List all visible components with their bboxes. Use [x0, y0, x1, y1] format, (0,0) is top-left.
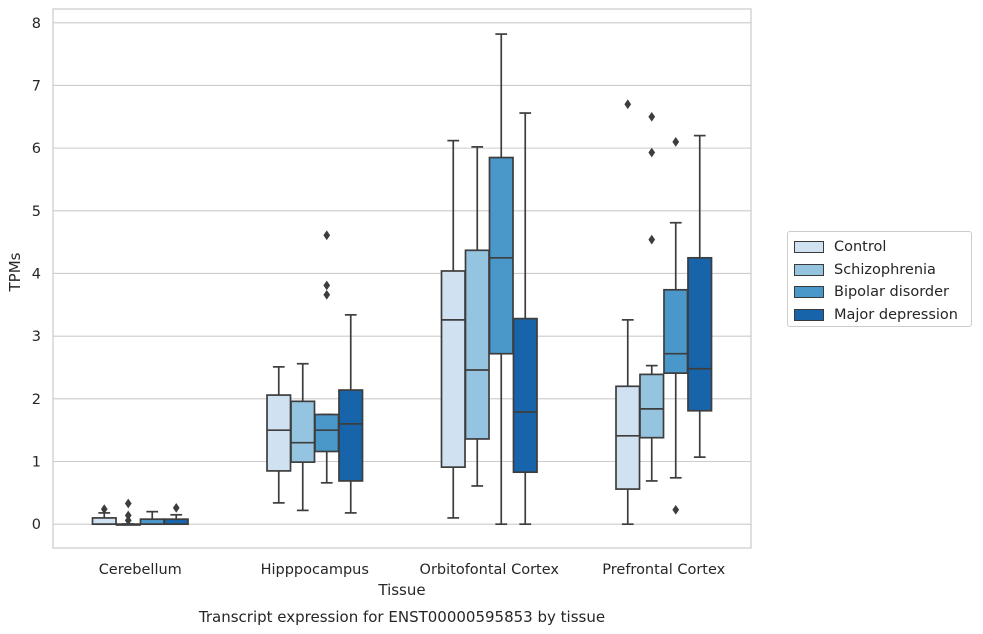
control-prefrontal-cortex-outlier-point — [624, 99, 632, 110]
schizophrenia-orbitofontal-cortex-box — [464, 249, 490, 440]
chart-title: Transcript expression for ENST0000059585… — [198, 608, 605, 626]
y-tick-labels: 0 1 2 3 4 5 6 7 8 — [32, 16, 41, 533]
x-tick-label: Prefrontal Cortex — [602, 562, 725, 578]
major-depression-hipppocampus-box — [338, 389, 364, 482]
schizophrenia-cerebellum-outlier-point — [124, 510, 132, 521]
schizophrenia-cerebellum-outlier-point — [124, 498, 132, 509]
legend-swatch-control — [794, 241, 824, 254]
legend-item-major-depression: Major depression — [792, 304, 971, 327]
bipolar-disorder-orbitofontal-cortex-box — [488, 156, 514, 355]
y-tick-label: 5 — [32, 204, 41, 220]
bipolar-disorder-prefrontal-cortex-box — [663, 288, 689, 374]
plot-background — [53, 9, 751, 548]
legend-label-schizophrenia: Schizophrenia — [834, 261, 936, 278]
y-tick-label: 3 — [32, 329, 41, 345]
bipolar-disorder-prefrontal-cortex-outlier-point — [672, 137, 680, 147]
legend-label-control: Control — [834, 239, 887, 256]
schizophrenia-cerebellum-outlier-point — [124, 515, 132, 526]
bipolar-disorder-prefrontal-cortex-outlier-point — [672, 504, 680, 515]
box-series-group — [91, 33, 713, 526]
y-tick-label: 7 — [32, 78, 41, 94]
y-tick-label: 2 — [32, 392, 41, 408]
plot-frame — [52, 8, 752, 549]
x-tick-label: Hipppocampus — [261, 562, 369, 578]
legend-item-schizophrenia: Schizophrenia — [792, 259, 971, 282]
y-tick-label: 8 — [32, 16, 41, 32]
control-cerebellum-box — [91, 517, 117, 526]
y-tick-label: 1 — [32, 455, 41, 471]
legend-item-control: Control — [792, 236, 971, 259]
x-tick-label: Cerebellum — [99, 562, 182, 578]
bipolar-disorder-hipppocampus-outlier-point — [323, 230, 331, 241]
y-tick-label: 6 — [32, 141, 41, 157]
control-hipppocampus-box — [266, 394, 292, 472]
legend-swatch-major-depression — [794, 308, 824, 321]
x-tick-labels: Cerebellum Hipppocampus Orbitofontal Corte… — [99, 562, 726, 578]
y-axis-label: TPMs — [6, 252, 24, 292]
schizophrenia-prefrontal-cortex-box — [639, 373, 665, 439]
legend-item-bipolar-disorder: Bipolar disorder — [792, 281, 971, 304]
legend-label-bipolar-disorder: Bipolar disorder — [834, 284, 949, 301]
y-tick-label: 0 — [32, 517, 41, 533]
control-prefrontal-cortex-box — [615, 385, 641, 490]
bipolar-disorder-hipppocampus-outlier-point — [323, 289, 331, 300]
schizophrenia-prefrontal-cortex-outlier-point — [648, 147, 656, 158]
y-tick-label: 4 — [32, 266, 41, 282]
legend-label-major-depression: Major depression — [834, 306, 958, 323]
schizophrenia-prefrontal-cortex-outlier-point — [648, 111, 656, 122]
major-depression-cerebellum-outlier-point — [172, 503, 180, 513]
major-depression-prefrontal-cortex-box — [687, 256, 713, 412]
x-axis-label: Tissue — [377, 581, 425, 599]
bipolar-disorder-hipppocampus-outlier-point — [323, 280, 331, 291]
major-depression-orbitofontal-cortex-box — [512, 317, 538, 474]
bipolar-disorder-hipppocampus-box — [314, 413, 340, 453]
schizophrenia-prefrontal-cortex-outlier-point — [648, 234, 656, 245]
control-orbitofontal-cortex-box — [440, 270, 466, 468]
control-cerebellum-outlier-point — [100, 504, 108, 514]
legend-swatch-bipolar-disorder — [794, 286, 824, 299]
schizophrenia-hipppocampus-box — [290, 400, 316, 463]
legend-swatch-schizophrenia — [794, 263, 824, 276]
legend: Control Schizophrenia Bipolar disorder M… — [787, 231, 972, 327]
x-tick-label: Orbitofontal Cortex — [420, 562, 560, 578]
